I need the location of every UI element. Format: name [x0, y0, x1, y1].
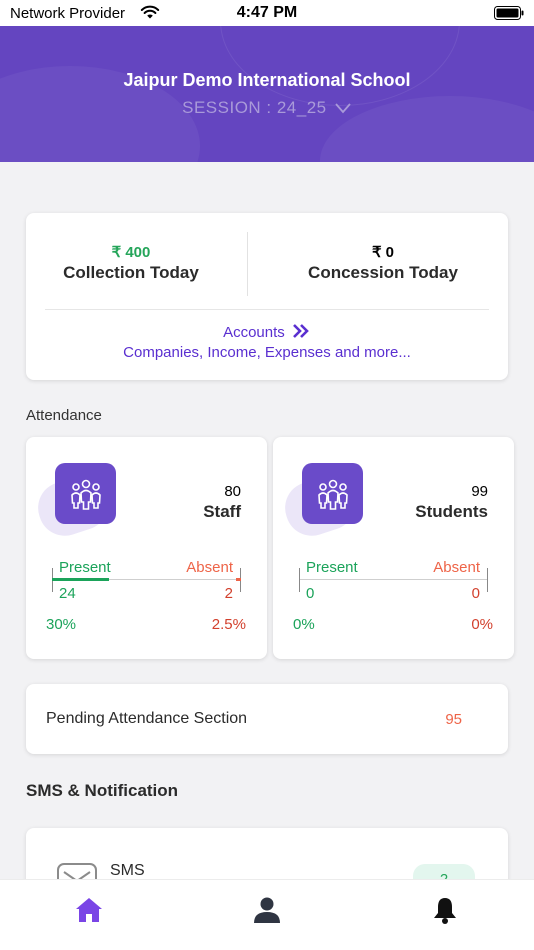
school-name: Jaipur Demo International School [123, 70, 411, 90]
accounts-label: Accounts [223, 323, 285, 341]
absent-percent: 0% [471, 616, 493, 633]
absent-label: Absent [433, 559, 480, 576]
tab-profile[interactable] [247, 892, 287, 932]
collection-card: ₹ 400 Collection Today ₹ 0 Concession To… [26, 213, 508, 380]
pending-attendance-count: 95 [445, 711, 462, 728]
divider [45, 309, 489, 310]
absent-percent: 2.5% [211, 616, 246, 633]
accounts-link[interactable]: Accounts [26, 323, 508, 343]
absent-label: Absent [186, 559, 233, 576]
present-label: Present [306, 559, 358, 576]
students-count: 99 [471, 483, 488, 500]
present-count: 24 [59, 585, 76, 602]
group-icon [55, 463, 116, 524]
collection-label: Collection Today [63, 263, 199, 282]
session-selector[interactable]: SESSION : 24_25 [0, 98, 534, 119]
present-percent: 0% [293, 616, 315, 633]
concession-label: Concession Today [308, 263, 458, 282]
tab-home[interactable] [69, 892, 109, 932]
students-title: Students [415, 502, 488, 521]
attendance-bar [299, 579, 488, 580]
present-count: 0 [306, 585, 315, 602]
battery-icon [494, 6, 524, 25]
sms-title: SMS [110, 862, 145, 879]
staff-title: Staff [203, 502, 241, 521]
absent-bar [236, 578, 241, 581]
person-icon [253, 896, 281, 929]
concession-today: ₹ 0 Concession Today [278, 243, 488, 283]
present-label: Present [59, 559, 111, 576]
carrier-name: Network Provider [10, 5, 126, 22]
session-label: SESSION : 24_25 [182, 98, 327, 117]
wifi-icon [140, 5, 160, 25]
divider [247, 232, 248, 296]
chevron-down-icon [334, 99, 352, 119]
sms-section-heading: SMS & Notification [26, 781, 179, 800]
status-bar: Network Provider 4:47 PM [0, 0, 534, 26]
pending-attendance-label: Pending Attendance Section [46, 710, 248, 727]
collection-amount: ₹ 400 [111, 244, 151, 261]
tab-notifications[interactable] [425, 892, 465, 932]
present-percent: 30% [46, 616, 77, 633]
attendance-heading: Attendance [26, 407, 102, 424]
absent-count: 2 [224, 585, 233, 602]
staff-attendance-card[interactable]: 80 Staff Present Absent 24 2 30% 2.5% [26, 437, 267, 659]
group-icon [302, 463, 363, 524]
accounts-subtitle[interactable]: Companies, Income, Expenses and more... [123, 344, 411, 361]
clock: 4:47 PM [236, 4, 298, 21]
present-bar [52, 578, 109, 581]
students-attendance-card[interactable]: 99 Students Present Absent 0 0 0% 0% [273, 437, 514, 659]
bell-icon [432, 896, 458, 929]
home-icon [75, 897, 103, 928]
staff-count: 80 [224, 483, 241, 500]
double-chevron-right-icon [291, 323, 311, 343]
school-header: Jaipur Demo International School SESSION… [0, 26, 534, 162]
bottom-tab-bar [0, 879, 534, 950]
absent-count: 0 [471, 585, 480, 602]
attendance-bar [52, 579, 241, 580]
pending-attendance-row[interactable]: Pending Attendance Section 95 [26, 684, 508, 754]
collection-today: ₹ 400 Collection Today [26, 243, 236, 283]
concession-amount: ₹ 0 [371, 244, 395, 261]
